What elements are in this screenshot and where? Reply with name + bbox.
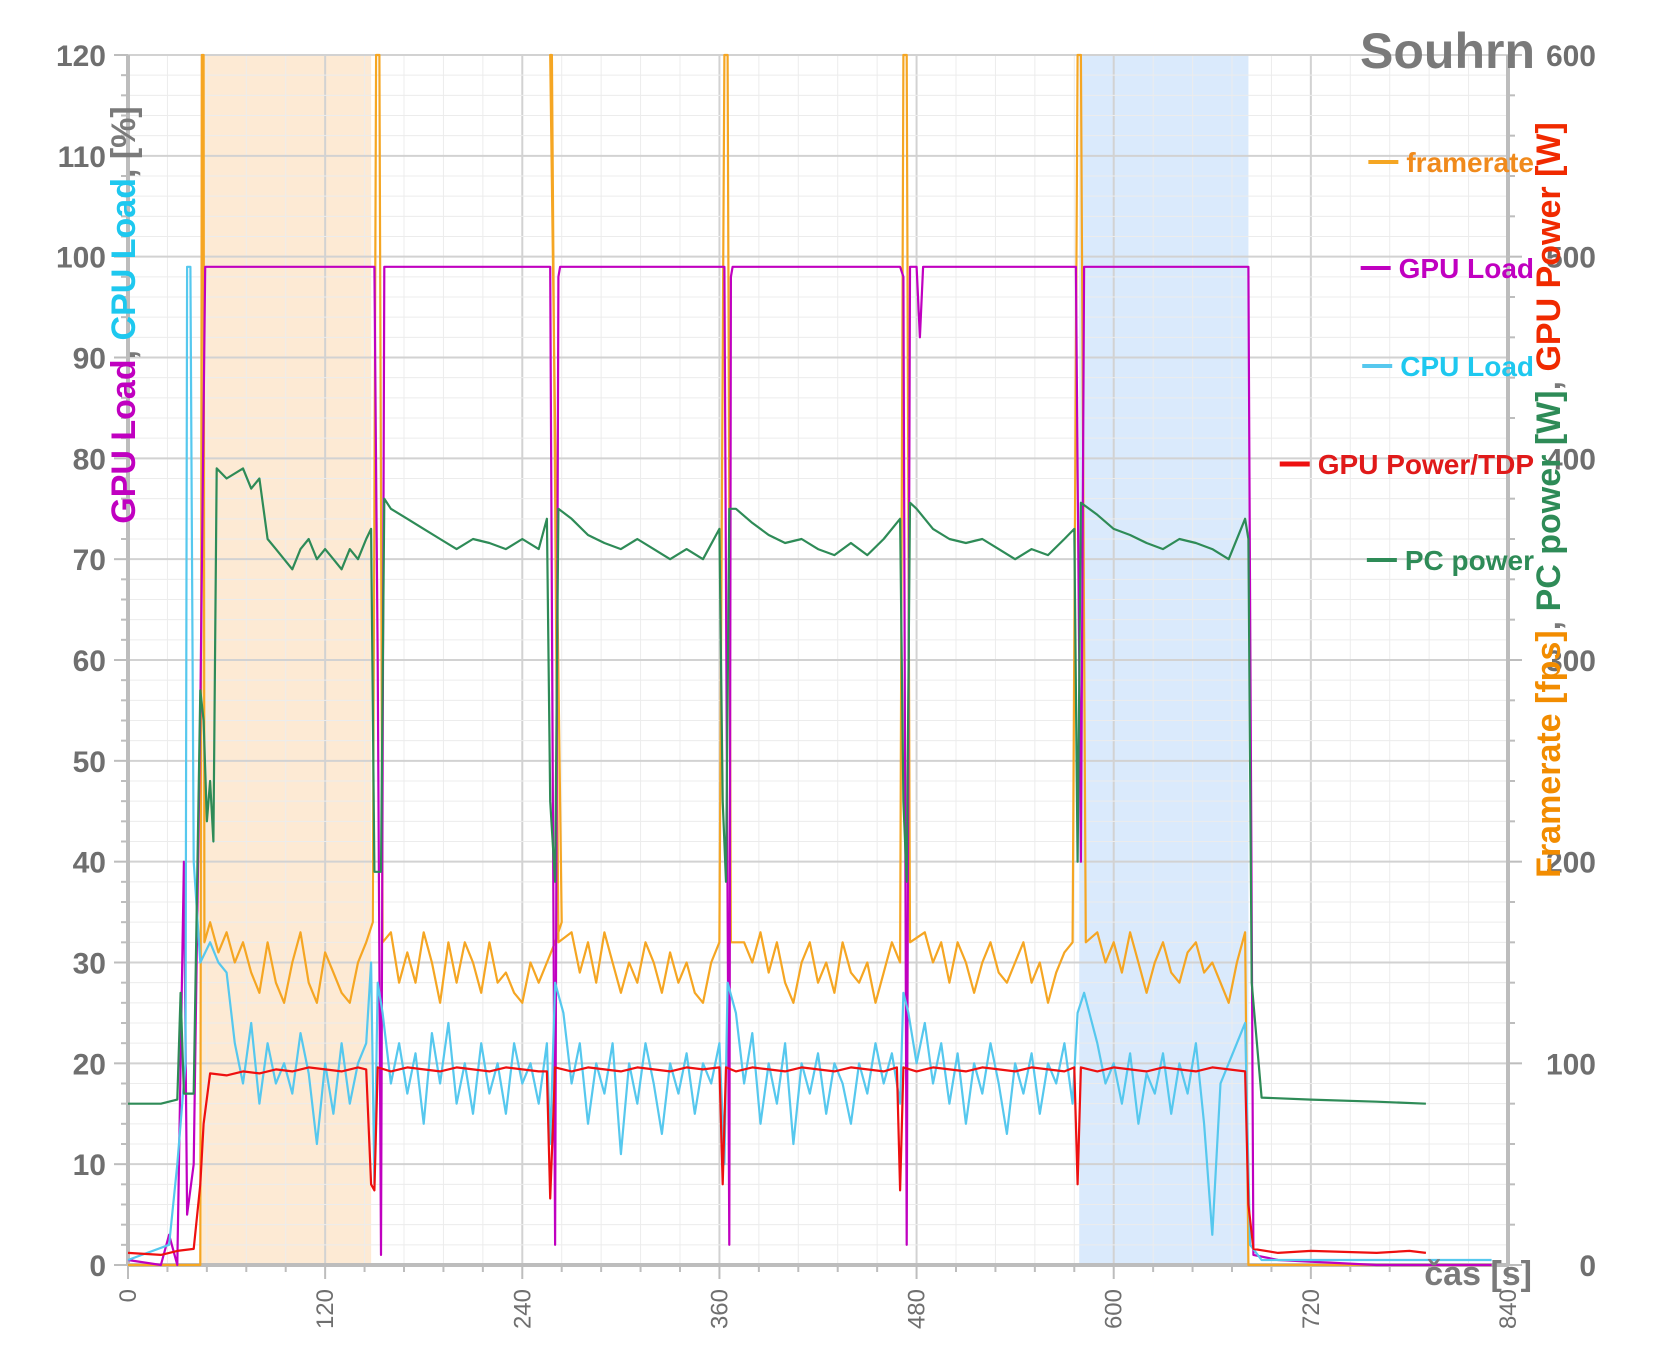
x-tick-label: 600 — [1101, 1289, 1128, 1329]
axis-title-part: , [%] — [105, 106, 143, 178]
x-tick-label: 0 — [115, 1289, 142, 1302]
legend-label: PC power — [1405, 545, 1534, 576]
grid — [127, 54, 1509, 1266]
series-line-pc-power — [128, 467, 1426, 1105]
legend-label: framerate — [1406, 147, 1534, 178]
y-left-tick-label: 100 — [56, 242, 106, 275]
y-left-tick-label: 120 — [56, 40, 106, 73]
x-axis-title: čas [s] — [1424, 1255, 1532, 1293]
axis-title-part: GPU Power [W] — [1530, 122, 1568, 371]
axis-title-part: , — [105, 340, 143, 359]
y-right-tick-label: 400 — [1546, 443, 1596, 476]
y-axis-left-title: GPU Load, CPU Load, [%] — [105, 106, 143, 523]
y-axis-right-title: Framerate [fps], PC power [W], GPU Power… — [1530, 122, 1568, 878]
axis-title-part: Framerate [fps] — [1530, 630, 1568, 878]
y-left-tick-label: 90 — [73, 343, 106, 376]
y-left-tick-label: 40 — [73, 847, 106, 880]
y-right-tick-label: 200 — [1546, 847, 1596, 880]
y-left-tick-label: 50 — [73, 746, 106, 779]
y-right-tick-label: 600 — [1546, 40, 1596, 73]
y-right-tick-label: 300 — [1546, 645, 1596, 678]
axis-title-part: CPU Load — [105, 178, 143, 340]
axis-title-part: , — [1530, 372, 1568, 391]
y-left-tick-label: 80 — [73, 443, 106, 476]
y-left-tick-label: 70 — [73, 544, 106, 577]
x-tick-label: 120 — [312, 1289, 339, 1329]
x-tick-label: 840 — [1495, 1289, 1522, 1329]
y-left-tick-label: 60 — [73, 645, 106, 678]
x-tick-label: 720 — [1298, 1289, 1325, 1329]
series-lines — [127, 53, 1492, 1267]
y-right-tick-label: 100 — [1546, 1048, 1596, 1081]
legend-label: CPU Load — [1400, 351, 1534, 382]
y-left-tick-label: 10 — [73, 1149, 106, 1182]
y-left-tick-label: 20 — [73, 1048, 106, 1081]
legend: framerate GPU Load CPU Load GPU Power/TDP PC… — [1279, 147, 1534, 576]
y-left-tick-label: 110 — [58, 141, 106, 174]
axis-title-part: GPU Load — [105, 359, 143, 523]
tick-labels: 0 10 20 30 40 50 60 70 80 90 100 110 120 0 100 200 300 40… — [56, 40, 1596, 1329]
y-left-tick-label: 30 — [73, 948, 106, 981]
series-line-gpu-power-tdp — [127, 1066, 1427, 1256]
y-right-tick-label: 0 — [1579, 1250, 1596, 1283]
legend-label: GPU Power/TDP — [1318, 449, 1534, 480]
series-line-framerate — [128, 53, 1492, 1267]
x-tick-label: 240 — [509, 1289, 536, 1329]
x-tick-label: 360 — [706, 1289, 733, 1329]
axis-title-part: PC power [W] — [1530, 390, 1568, 611]
axis-title-part: , — [1530, 611, 1568, 630]
y-left-tick-label: 0 — [89, 1250, 106, 1283]
x-tick-label: 480 — [904, 1289, 931, 1329]
legend-label: GPU Load — [1399, 253, 1534, 284]
y-right-tick-label: 500 — [1546, 242, 1596, 275]
chart-title: Souhrn — [1360, 23, 1535, 79]
